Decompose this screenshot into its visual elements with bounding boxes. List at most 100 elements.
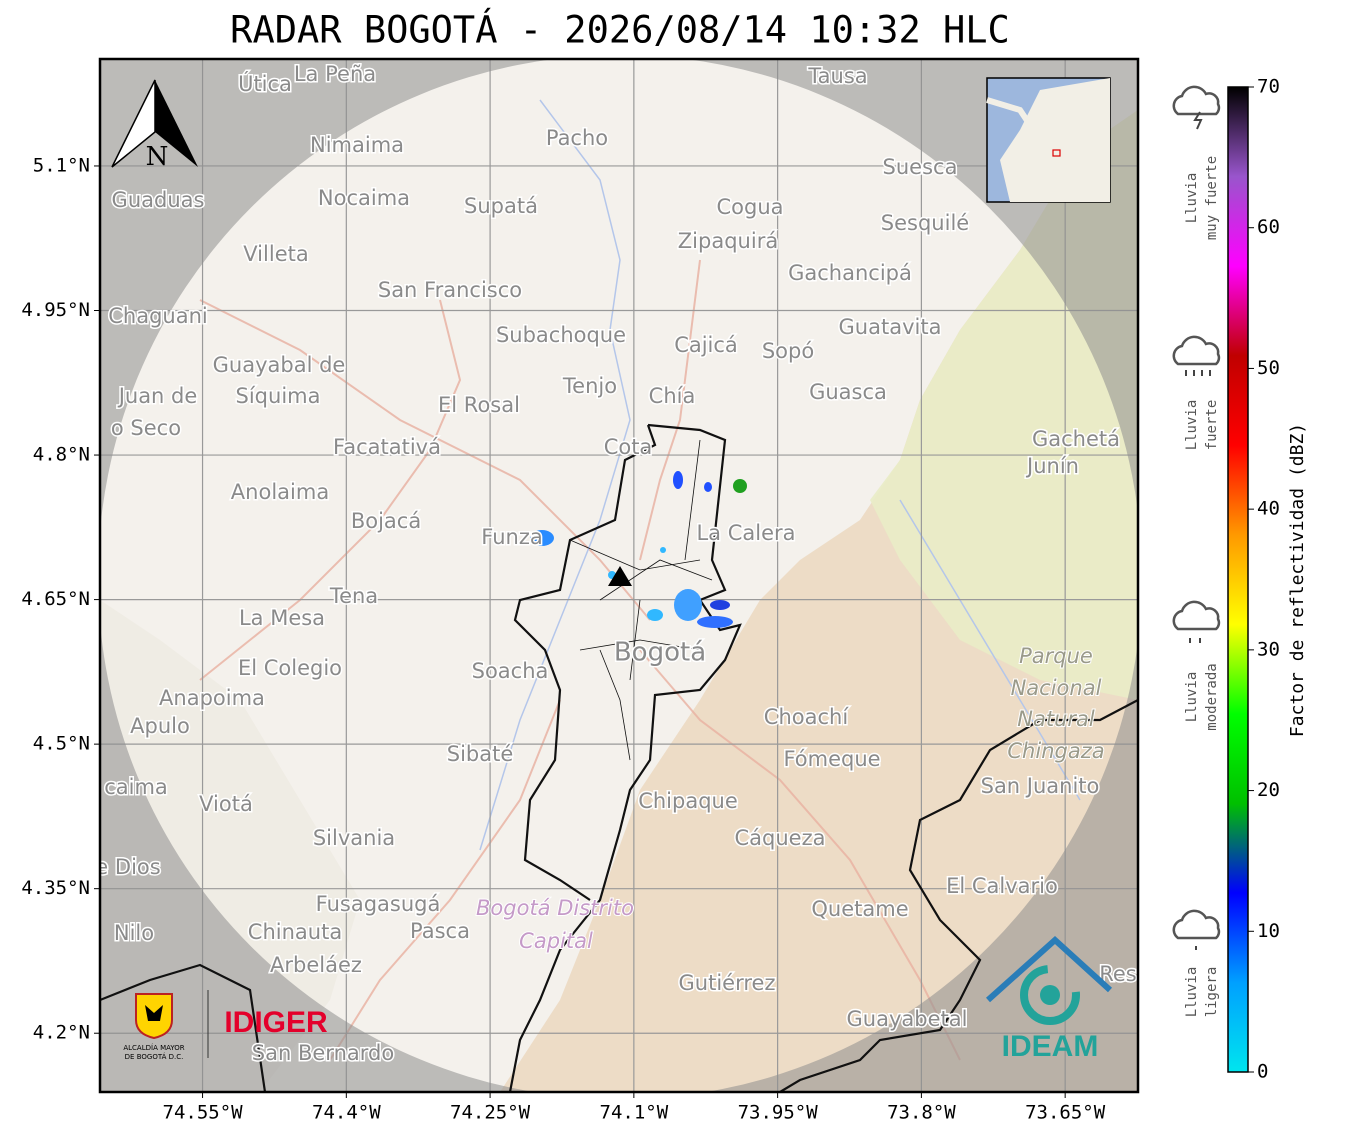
place-label: Cajicá — [674, 333, 738, 357]
y-tick-label: 4.8°N — [33, 444, 90, 466]
place-label: Sesquilé — [881, 211, 969, 235]
place-label: Suesca — [883, 155, 958, 179]
title: RADAR BOGOTÁ - 2026/08/14 10:32 HLC — [230, 8, 1010, 52]
place-label: Fómeque — [783, 747, 880, 771]
place-label: La Mesa — [239, 606, 325, 630]
area-label: Natural — [1017, 707, 1095, 731]
inset-map — [986, 77, 1111, 203]
place-label: Apulo — [130, 714, 190, 738]
place-label: e Dios — [95, 855, 160, 879]
place-label: El Colegio — [238, 656, 342, 680]
rain-level-label: ligera — [1204, 967, 1220, 1018]
place-label: Guayabetal — [847, 1007, 968, 1031]
colorbar-tick-label: 20 — [1257, 779, 1280, 801]
place-label: Soacha — [472, 659, 549, 683]
radar-site — [608, 566, 632, 586]
y-tick-label: 5.1°N — [33, 154, 90, 176]
place-label: El Rosal — [438, 393, 520, 417]
x-tick-label: 74.25°W — [450, 1102, 531, 1124]
rain-level-label: fuerte — [1204, 400, 1220, 451]
place-label: Gutiérrez — [679, 971, 776, 995]
place-label: Chaguani — [108, 304, 208, 328]
rain-level-label: muy fuerte — [1204, 156, 1220, 240]
place-label: Tenjo — [562, 374, 617, 398]
place-label: Gachancipá — [788, 261, 912, 285]
place-label: Gachetá — [1032, 427, 1120, 451]
area-label: Capital — [519, 929, 593, 953]
area-label: Chingaza — [1007, 739, 1104, 763]
logo-ideam: IDEAM — [985, 935, 1113, 1063]
place-label: Res — [1099, 962, 1137, 986]
rain-level-label: Lluvia — [1184, 173, 1200, 224]
place-label: San Bernardo — [252, 1041, 394, 1065]
admin-boundaries — [100, 423, 1138, 1092]
map-frame — [98, 57, 1140, 1094]
x-tick-label: 74.4°W — [312, 1102, 381, 1124]
place-label: Zipaquirá — [678, 229, 778, 253]
area-label: Parque — [1019, 644, 1093, 668]
place-label: Tena — [329, 584, 378, 608]
radar-echoes — [530, 471, 747, 628]
place-label: San Francisco — [378, 278, 522, 302]
place-label: Arbeláez — [270, 953, 362, 977]
place-label: Guayabal de — [213, 353, 346, 377]
logo-idiger: IDIGER — [224, 1006, 328, 1039]
place-label: Funza — [481, 525, 542, 549]
map-area: Útica La Peña Tausa Pacho Nimaima Guaduas Noca… — [95, 59, 1138, 1092]
place-label: Viotá — [199, 792, 253, 816]
rain-level-label: Lluvia — [1184, 672, 1200, 723]
place-label: Anolaima — [231, 480, 329, 504]
north-label: N — [146, 142, 169, 172]
rain-level-label: Lluvia — [1184, 400, 1200, 451]
place-label: o Seco — [111, 416, 181, 440]
place-label: Anapoima — [159, 686, 265, 710]
place-label: Síquima — [236, 384, 321, 408]
colorbar-tick-label: 50 — [1257, 357, 1280, 379]
place-label: Cáqueza — [735, 826, 826, 850]
north-arrow: N — [111, 79, 198, 172]
place-label: Nocaima — [318, 186, 410, 210]
place-label: Sopó — [762, 339, 814, 363]
place-label: Bojacá — [351, 509, 421, 533]
place-label: Pasca — [410, 919, 470, 943]
place-label: Guatavita — [839, 315, 942, 339]
place-label: Chipaque — [638, 789, 738, 813]
colorbar-tick-label: 70 — [1257, 76, 1280, 98]
colorbar-tick-label: 0 — [1257, 1061, 1268, 1083]
place-label: Quetame — [811, 897, 908, 921]
x-tick-label: 73.8°W — [887, 1102, 956, 1124]
place-label: El Calvario — [946, 874, 1058, 898]
place-label: Supatá — [464, 194, 538, 218]
place-label: San Juanito — [981, 774, 1100, 798]
y-tick-label: 4.5°N — [33, 733, 90, 755]
x-tick-label: 73.95°W — [738, 1102, 819, 1124]
place-label: Fusagasugá — [316, 892, 441, 916]
y-tick-label: 4.2°N — [33, 1022, 90, 1044]
place-label: Bogotá — [614, 638, 706, 668]
place-label: Guasca — [809, 380, 887, 404]
place-label: Juan de — [117, 384, 198, 408]
place-label: Villeta — [243, 242, 308, 266]
place-label: Nimaima — [310, 133, 404, 157]
locality-lines — [569, 439, 713, 761]
place-label: Silvania — [313, 826, 395, 850]
place-label: Útica — [238, 71, 292, 96]
place-label: Cogua — [716, 195, 783, 219]
colorbar-label: Factor de reflectividad (dBZ) — [1287, 423, 1308, 737]
place-label: Tausa — [807, 64, 867, 88]
rain-level-label: moderada — [1204, 663, 1220, 730]
place-label: Junín — [1025, 454, 1079, 478]
rain-level-label: Lluvia — [1184, 967, 1200, 1018]
place-label: caima — [104, 775, 168, 799]
colorbar — [1227, 86, 1249, 1073]
y-tick-label: 4.95°N — [21, 299, 90, 321]
y-tick-label: 4.35°N — [21, 877, 90, 899]
place-label: La Calera — [696, 521, 795, 545]
colorbar-tick-label: 10 — [1257, 920, 1280, 942]
logo-alcaldia: ALCALDÍA MAYOR DE BOGOTÁ D.C. IDIGER — [123, 990, 328, 1061]
place-label: La Peña — [294, 62, 376, 86]
place-label: Cota — [604, 435, 653, 459]
x-tick-label: 73.65°W — [1025, 1102, 1106, 1124]
colorbar-tick-label: 40 — [1257, 498, 1280, 520]
